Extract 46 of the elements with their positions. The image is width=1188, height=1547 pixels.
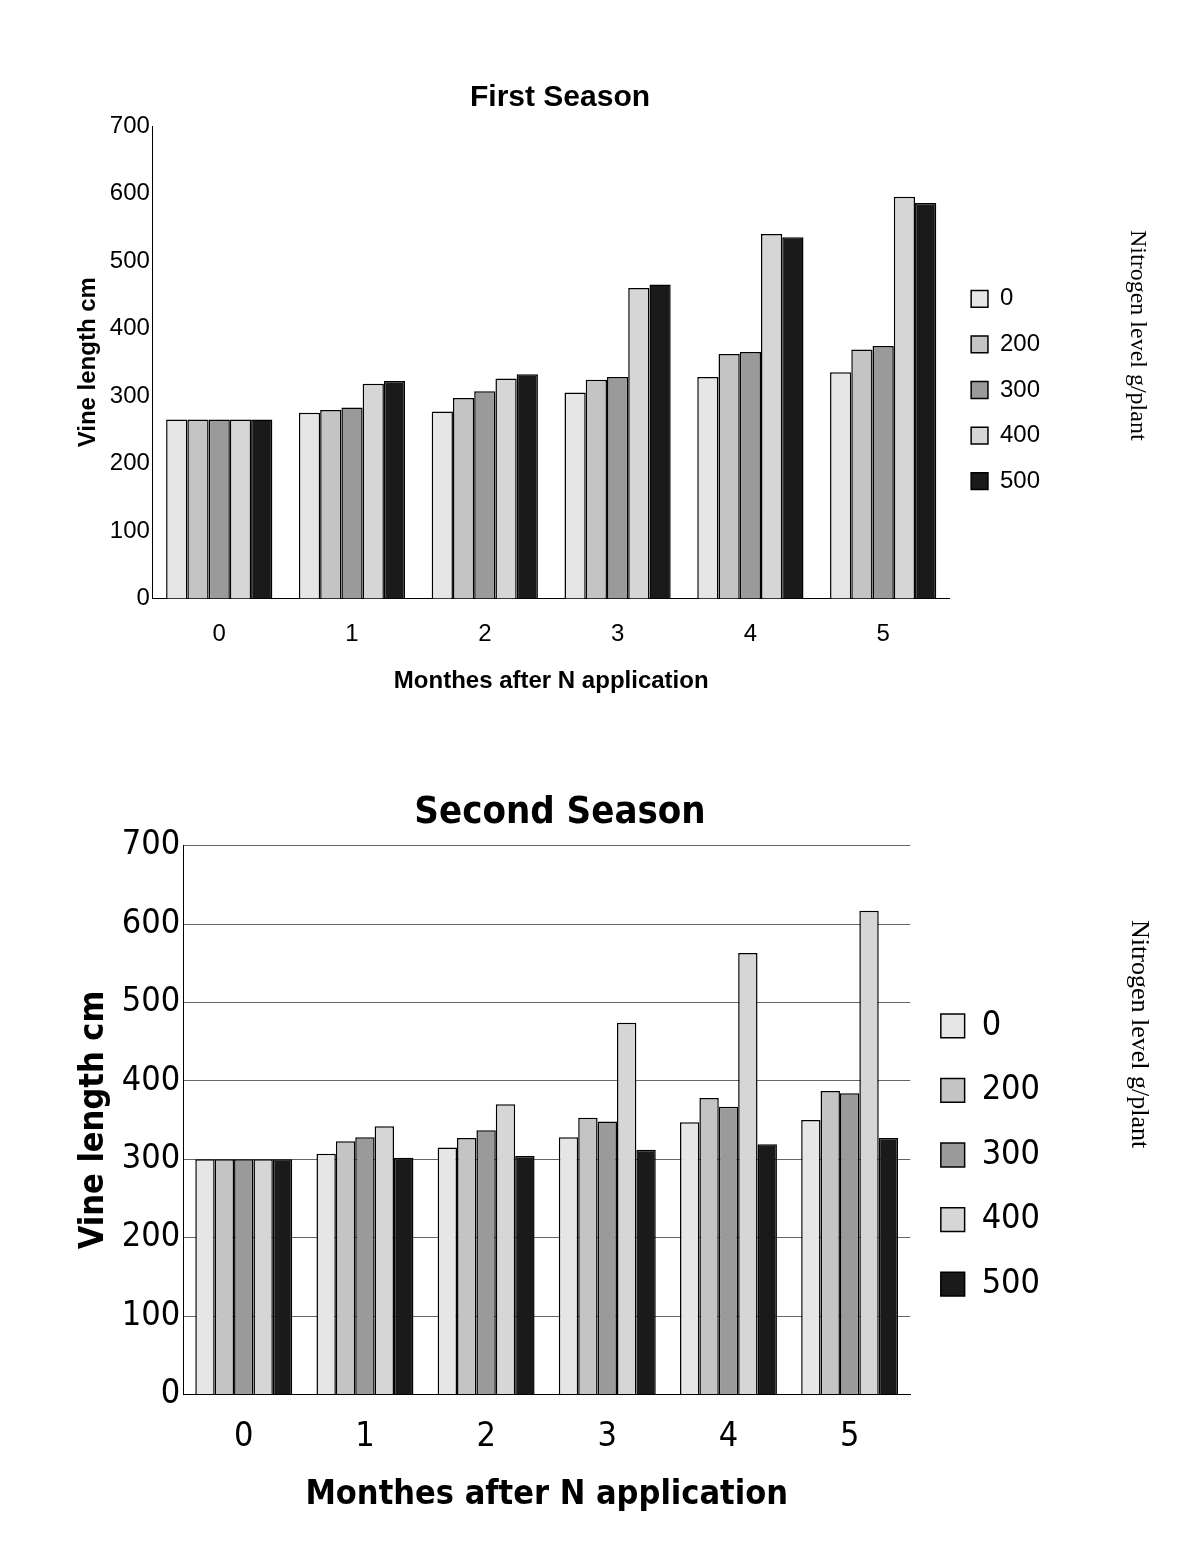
y-tick-label: 100 bbox=[109, 515, 150, 543]
y-axis-title: Vine length cm bbox=[73, 277, 101, 448]
y-tick-label: 200 bbox=[121, 1214, 181, 1255]
legend-label: 300 bbox=[999, 374, 1040, 402]
legend-label: 200 bbox=[981, 1067, 1040, 1108]
x-tick-label: 5 bbox=[876, 619, 890, 647]
x-tick-label: 0 bbox=[234, 1413, 254, 1454]
x-axis-title: Monthes after N application bbox=[305, 1472, 788, 1513]
y-tick-label: 600 bbox=[121, 900, 181, 941]
legend-label: 0 bbox=[981, 1002, 1002, 1043]
x-axis-title: Monthes after N application bbox=[393, 666, 709, 694]
legend-label: 500 bbox=[999, 465, 1040, 493]
y-tick-label: 400 bbox=[109, 313, 150, 341]
y-tick-label: 700 bbox=[121, 822, 181, 863]
y-tick-label: 0 bbox=[160, 1371, 181, 1412]
x-tick-label: 4 bbox=[718, 1413, 739, 1454]
y-tick-label: 500 bbox=[121, 979, 181, 1020]
y-tick-label: 500 bbox=[109, 245, 150, 273]
legend-title: Nitrogen level g/plant bbox=[1125, 230, 1152, 441]
x-tick-label: 2 bbox=[476, 1413, 496, 1454]
y-tick-label: 200 bbox=[109, 448, 150, 476]
legend-label: 0 bbox=[999, 283, 1014, 311]
legend-label: 200 bbox=[999, 329, 1040, 357]
y-tick-label: 400 bbox=[121, 1057, 181, 1098]
legend-label: 400 bbox=[981, 1196, 1040, 1237]
y-tick-label: 0 bbox=[136, 583, 150, 611]
y-tick-label: 100 bbox=[121, 1292, 181, 1333]
chart-title: First Season bbox=[469, 79, 651, 113]
legend-label: 500 bbox=[981, 1261, 1040, 1302]
y-axis-title: Vine length cm bbox=[71, 990, 112, 1250]
x-tick-label: 3 bbox=[610, 619, 625, 647]
y-tick-label: 300 bbox=[109, 380, 150, 408]
legend-label: 400 bbox=[999, 420, 1040, 448]
legend-label: 300 bbox=[981, 1131, 1040, 1172]
x-tick-label: 5 bbox=[839, 1413, 860, 1454]
x-tick-label: 0 bbox=[212, 619, 226, 647]
x-tick-label: 1 bbox=[345, 619, 359, 647]
chart-title: Second Season bbox=[414, 787, 706, 832]
legend-title: Nitrogen level g/plant bbox=[1125, 920, 1155, 1149]
y-tick-label: 700 bbox=[109, 110, 150, 138]
y-tick-label: 600 bbox=[109, 178, 150, 206]
x-tick-label: 3 bbox=[597, 1413, 618, 1454]
y-tick-label: 300 bbox=[121, 1136, 181, 1177]
x-tick-label: 4 bbox=[743, 619, 758, 647]
x-tick-label: 2 bbox=[478, 619, 492, 647]
x-tick-label: 1 bbox=[355, 1413, 375, 1454]
